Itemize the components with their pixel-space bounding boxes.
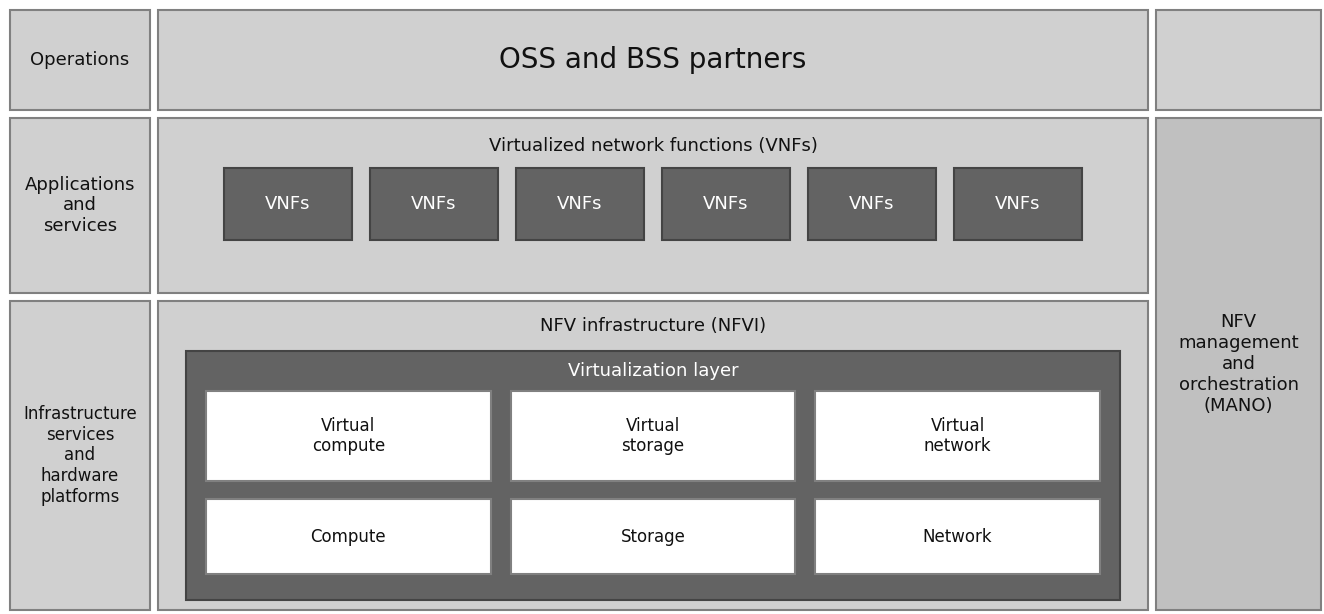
Text: VNFs: VNFs — [996, 195, 1041, 213]
Bar — [955, 168, 1082, 240]
Text: VNFs: VNFs — [703, 195, 749, 213]
Text: NFV
management
and
orchestration
(MANO): NFV management and orchestration (MANO) — [1178, 313, 1299, 414]
Bar — [158, 301, 1148, 610]
Text: VNFs: VNFs — [412, 195, 457, 213]
Bar — [511, 499, 796, 574]
Text: Storage: Storage — [621, 527, 686, 545]
Text: Virtualization layer: Virtualization layer — [568, 362, 739, 380]
Bar — [207, 499, 491, 574]
Text: Infrastructure
services
and
hardware
platforms: Infrastructure services and hardware pla… — [23, 405, 136, 506]
Bar — [158, 10, 1148, 110]
Text: NFV infrastructure (NFVI): NFV infrastructure (NFVI) — [540, 317, 767, 335]
Bar — [1156, 10, 1321, 110]
Text: Virtual
storage: Virtual storage — [621, 417, 685, 456]
Bar — [662, 168, 790, 240]
Text: VNFs: VNFs — [265, 195, 311, 213]
Text: Operations: Operations — [30, 51, 130, 69]
Bar — [816, 499, 1100, 574]
Text: Applications
and
services: Applications and services — [25, 176, 135, 235]
Bar — [816, 391, 1100, 481]
Bar — [808, 168, 936, 240]
Bar — [11, 118, 150, 293]
Bar — [1156, 118, 1321, 610]
Bar — [11, 10, 150, 110]
Text: Virtual
compute: Virtual compute — [311, 417, 385, 456]
Bar — [511, 391, 796, 481]
Bar — [207, 391, 491, 481]
Bar — [11, 301, 150, 610]
Text: Compute: Compute — [311, 527, 387, 545]
Bar — [185, 351, 1120, 600]
Text: OSS and BSS partners: OSS and BSS partners — [499, 46, 806, 74]
Text: Network: Network — [923, 527, 993, 545]
Text: VNFs: VNFs — [849, 195, 895, 213]
Text: VNFs: VNFs — [557, 195, 602, 213]
Bar — [224, 168, 352, 240]
Text: Virtualized network functions (VNFs): Virtualized network functions (VNFs) — [489, 137, 817, 155]
Bar — [369, 168, 498, 240]
Text: Virtual
network: Virtual network — [924, 417, 992, 456]
Bar — [516, 168, 643, 240]
Bar — [158, 118, 1148, 293]
